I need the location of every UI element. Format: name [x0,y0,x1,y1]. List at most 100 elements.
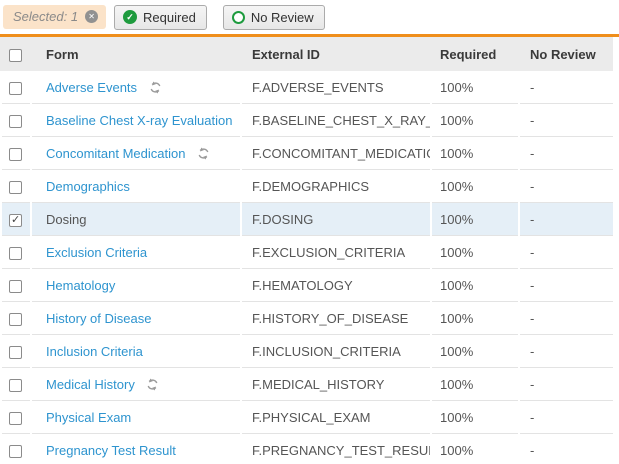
form-link[interactable]: History of Disease [46,310,152,326]
external-id-cell: F.EXCLUSION_CRITERIA [242,236,430,269]
form-link[interactable]: Inclusion Criteria [46,343,143,359]
row-checkbox[interactable] [9,444,22,458]
external-id-text: F.EXCLUSION_CRITERIA [252,244,406,260]
no-review-value: - [520,368,613,401]
form-link[interactable]: Concomitant Medication [46,145,186,161]
table-row[interactable]: Baseline Chest X-ray Evaluation F.BASELI… [2,104,613,137]
table-row[interactable]: Physical Exam F.PHYSICAL_EXAM 100% - [2,401,613,434]
external-id-text: F.PREGNANCY_TEST_RESULT [252,442,430,458]
table-row[interactable]: Inclusion Criteria F.INCLUSION_CRITERIA … [2,335,613,368]
table-row[interactable]: History of Disease F.HISTORY_OF_DISEASE … [2,302,613,335]
clear-selection-icon[interactable]: ✕ [85,10,99,23]
row-checkbox[interactable] [9,114,22,128]
form-cell: History of Disease [32,302,240,335]
form-link[interactable]: Exclusion Criteria [46,244,148,260]
row-checkbox[interactable] [9,378,22,392]
external-id-cell: F.PHYSICAL_EXAM [242,401,430,434]
row-checkbox[interactable] [9,213,22,227]
row-checkbox[interactable] [9,411,22,425]
external-id-text: F.HEMATOLOGY [252,277,353,293]
form-link[interactable]: Physical Exam [46,409,132,425]
required-value: 100% [432,269,518,302]
checkbox-cell [2,434,30,464]
checkbox-cell [2,71,30,104]
form-cell: Demographics [32,170,240,203]
external-id-text: F.PHYSICAL_EXAM [252,409,371,425]
external-id-cell: F.INCLUSION_CRITERIA [242,335,430,368]
required-value: 100% [432,170,518,203]
table-row[interactable]: Exclusion Criteria F.EXCLUSION_CRITERIA … [2,236,613,269]
form-cell: Adverse Events [32,71,240,104]
table-row[interactable]: Dosing F.DOSING 100% - [2,203,613,236]
table-row[interactable]: Pregnancy Test Result F.PREGNANCY_TEST_R… [2,434,613,464]
external-id-text: F.MEDICAL_HISTORY [252,376,385,392]
external-id-cell: F.BASELINE_CHEST_X_RAY_EVAL [242,104,430,137]
form-cell: Dosing [32,203,240,236]
external-id-text: F.BASELINE_CHEST_X_RAY_EVAL [252,112,430,128]
form-link[interactable]: Dosing [46,211,87,227]
table-row[interactable]: Concomitant Medication F.CONCOMITANT_MED… [2,137,613,170]
forms-table: Form External ID Required No Review Adve… [0,37,615,464]
required-value: 100% [432,434,518,464]
external-id-cell: F.CONCOMITANT_MEDICATION [242,137,430,170]
external-id-text: F.DOSING [252,211,314,227]
table-row[interactable]: Hematology F.HEMATOLOGY 100% - [2,269,613,302]
select-all-checkbox[interactable] [9,48,22,62]
form-cell: Exclusion Criteria [32,236,240,269]
form-link[interactable]: Pregnancy Test Result [46,442,176,458]
required-value: 100% [432,335,518,368]
form-link[interactable]: Hematology [46,277,116,293]
form-link[interactable]: Adverse Events [46,79,138,95]
no-review-value: - [520,434,613,464]
row-checkbox[interactable] [9,246,22,260]
external-id-cell: F.HISTORY_OF_DISEASE [242,302,430,335]
column-header-form: Form [32,37,240,71]
no-review-value: - [520,104,613,137]
external-id-cell: F.HEMATOLOGY [242,269,430,302]
no-review-value: - [520,137,613,170]
checkbox-cell [2,335,30,368]
required-button[interactable]: ✓ Required [114,4,207,30]
row-checkbox[interactable] [9,279,22,293]
required-value: 100% [432,368,518,401]
row-checkbox[interactable] [9,312,22,326]
table-body: Adverse Events F.ADVERSE_EVENTS 100% - B… [2,71,613,464]
form-cell: Medical History [32,368,240,401]
no-review-value: - [520,335,613,368]
table-row[interactable]: Medical History F.MEDICAL_HISTORY 100% - [2,368,613,401]
required-value: 100% [432,302,518,335]
row-checkbox[interactable] [9,81,22,95]
check-circle-icon: ✓ [123,10,138,24]
external-id-text: F.HISTORY_OF_DISEASE [252,310,409,326]
no-review-button[interactable]: No Review [222,4,325,30]
table-row[interactable]: Adverse Events F.ADVERSE_EVENTS 100% - [2,71,613,104]
checkbox-cell [2,302,30,335]
external-id-cell: F.PREGNANCY_TEST_RESULT [242,434,430,464]
no-review-value: - [520,170,613,203]
checkbox-cell [2,170,30,203]
circle-outline-icon [231,10,245,24]
row-checkbox[interactable] [9,345,22,359]
no-review-value: - [520,302,613,335]
form-cell: Baseline Chest X-ray Evaluation [32,104,240,137]
sync-icon [148,378,158,390]
external-id-cell: F.ADVERSE_EVENTS [242,71,430,104]
required-value: 100% [432,203,518,236]
checkbox-cell [2,236,30,269]
required-button-label: Required [143,9,196,25]
row-checkbox[interactable] [9,180,22,194]
external-id-text: F.INCLUSION_CRITERIA [252,343,401,359]
selected-count-label: Selected: 1 [13,9,79,24]
orange-divider [0,34,619,37]
row-checkbox[interactable] [9,147,22,161]
table-header-row: Form External ID Required No Review [2,37,613,71]
form-link[interactable]: Baseline Chest X-ray Evaluation [46,112,233,128]
required-value: 100% [432,236,518,269]
form-link[interactable]: Demographics [46,178,130,194]
external-id-text: F.ADVERSE_EVENTS [252,79,384,95]
form-cell: Hematology [32,269,240,302]
no-review-value: - [520,71,613,104]
table-row[interactable]: Demographics F.DEMOGRAPHICS 100% - [2,170,613,203]
form-link[interactable]: Medical History [46,376,135,392]
external-id-cell: F.DEMOGRAPHICS [242,170,430,203]
